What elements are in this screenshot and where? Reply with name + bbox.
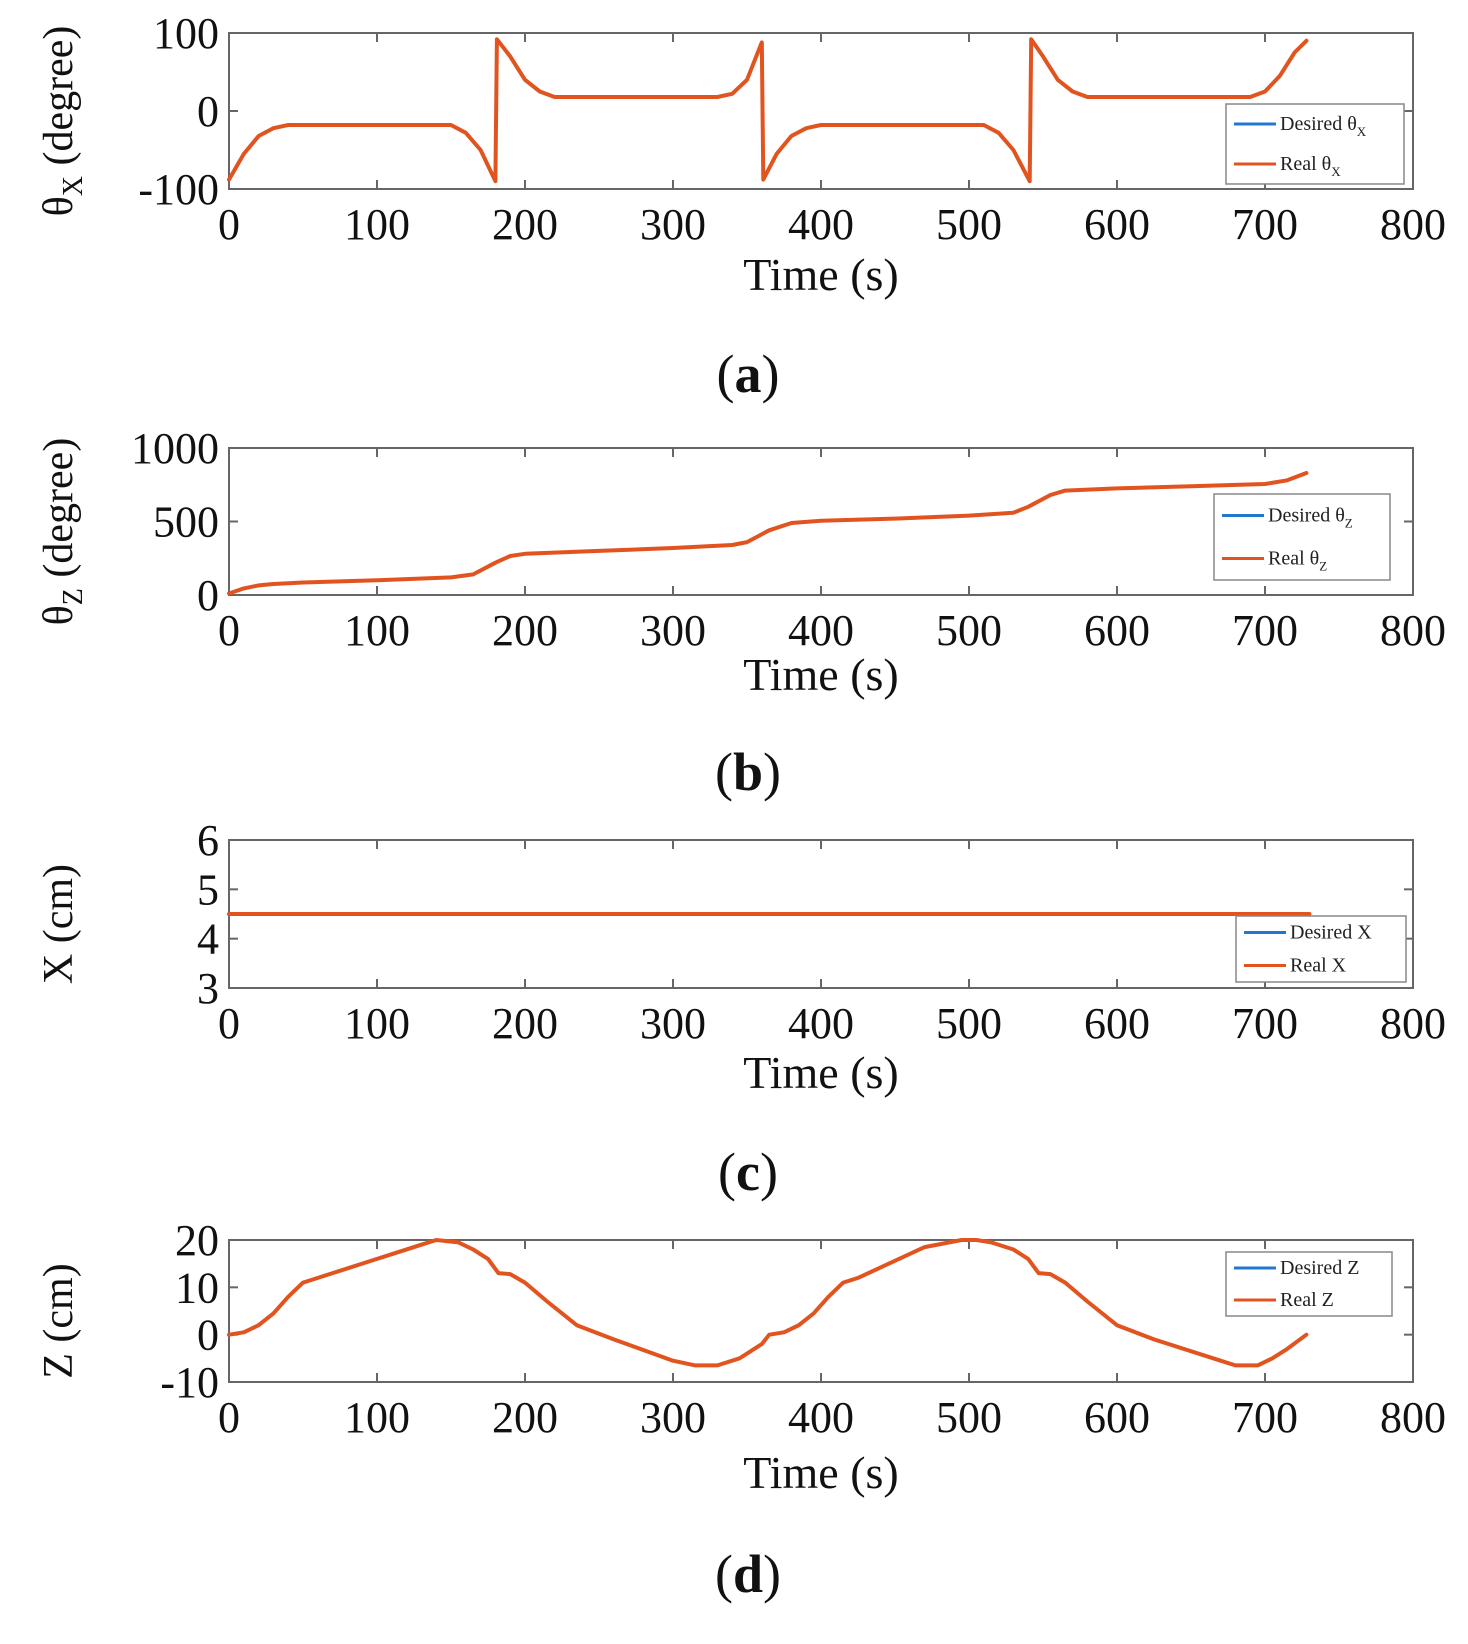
- legend-label: Real θZ: [1268, 548, 1327, 574]
- x-tick-label: 500: [936, 1393, 1002, 1442]
- x-axis-label: Time (s): [743, 249, 899, 300]
- x-tick-label: 200: [492, 200, 558, 249]
- x-tick-label: 100: [344, 1393, 410, 1442]
- y-tick-label: 0: [197, 87, 219, 136]
- y-tick-label: 4: [197, 915, 219, 964]
- x-tick-label: 200: [492, 606, 558, 655]
- x-tick-label: 600: [1084, 999, 1150, 1048]
- legend-label: Real X: [1290, 955, 1347, 977]
- panel-caption: (c): [718, 1142, 778, 1202]
- y-tick-label: 100: [153, 9, 219, 58]
- legend: Desired θZ Real θZ: [1213, 493, 1391, 581]
- y-tick-label: 500: [153, 498, 219, 547]
- series-line-real: [227, 1238, 1309, 1368]
- x-tick-label: 200: [492, 999, 558, 1048]
- x-tick-label: 700: [1232, 999, 1298, 1048]
- legend-label: Desired X: [1290, 922, 1372, 944]
- legend-label: Desired θZ: [1268, 505, 1353, 531]
- x-tick-label: 300: [640, 1393, 706, 1442]
- x-tick-label: 800: [1380, 606, 1446, 655]
- chart-panel-b: 0 100 200 300 400 500 600 700 800 0 500 1000 Time (s…: [36, 424, 1446, 802]
- series-line-real: [227, 37, 1309, 184]
- x-tick-label: 800: [1380, 200, 1446, 249]
- x-tick-label: 100: [344, 200, 410, 249]
- panel-caption: (d): [715, 1544, 781, 1604]
- x-axis-label: Time (s): [743, 1447, 899, 1498]
- y-tick-label: 0: [197, 571, 219, 620]
- y-tick-label: 10: [175, 1263, 219, 1312]
- x-tick-label: 400: [788, 1393, 854, 1442]
- x-tick-label: 500: [936, 200, 1002, 249]
- legend: Desired Z Real Z: [1225, 1251, 1393, 1317]
- y-tick-label: 0: [197, 1311, 219, 1360]
- y-axis-label: X (cm): [36, 864, 82, 984]
- x-axis-label: Time (s): [743, 649, 899, 700]
- y-tick-label: 6: [197, 816, 219, 865]
- legend: Desired X Real X: [1235, 915, 1407, 983]
- x-tick-label: 100: [344, 606, 410, 655]
- x-tick-label: 300: [640, 606, 706, 655]
- x-tick-label: 100: [344, 999, 410, 1048]
- legend-box: [1225, 1251, 1393, 1317]
- y-tick-label: 5: [197, 865, 219, 914]
- x-tick-label: 200: [492, 1393, 558, 1442]
- y-axis-label: θX (degree): [36, 26, 89, 217]
- legend-label: Real Z: [1280, 1289, 1334, 1311]
- x-tick-label: 700: [1232, 606, 1298, 655]
- x-tick-label: 800: [1380, 999, 1446, 1048]
- x-tick-label: 400: [788, 200, 854, 249]
- x-tick-label: 400: [788, 606, 854, 655]
- x-tick-label: 700: [1232, 200, 1298, 249]
- x-tick-label: 500: [936, 606, 1002, 655]
- x-tick-label: 0: [218, 1393, 240, 1442]
- x-tick-label: 800: [1380, 1393, 1446, 1442]
- x-tick-label: 700: [1232, 1393, 1298, 1442]
- x-tick-label: 600: [1084, 1393, 1150, 1442]
- x-tick-label: 300: [640, 999, 706, 1048]
- x-tick-label: 0: [218, 999, 240, 1048]
- x-tick-label: 0: [218, 606, 240, 655]
- series-line-real: [227, 471, 1309, 596]
- x-tick-label: 300: [640, 200, 706, 249]
- legend: Desired θX Real θX: [1225, 103, 1405, 185]
- legend-label: Desired Z: [1280, 1257, 1359, 1279]
- legend-box: [1225, 103, 1405, 185]
- y-axis-label: Z (cm): [36, 1263, 82, 1378]
- x-tick-label: 600: [1084, 200, 1150, 249]
- panel-caption: (b): [715, 742, 781, 802]
- legend-label: Desired θX: [1280, 113, 1367, 139]
- y-tick-label: -10: [160, 1358, 219, 1407]
- y-tick-label: 3: [197, 964, 219, 1013]
- x-tick-label: 0: [218, 200, 240, 249]
- legend-label: Real θX: [1280, 153, 1341, 179]
- panel-caption: (a): [717, 344, 780, 404]
- plot-frame: [228, 32, 1414, 190]
- y-tick-label: 20: [175, 1216, 219, 1265]
- y-axis-label: θZ (degree): [36, 438, 89, 626]
- x-tick-label: 400: [788, 999, 854, 1048]
- legend-box: [1213, 493, 1391, 581]
- x-axis-label: Time (s): [743, 1047, 899, 1098]
- x-tick-label: 500: [936, 999, 1002, 1048]
- legend-box: [1235, 915, 1407, 983]
- x-tick-label: 600: [1084, 606, 1150, 655]
- y-tick-label: -100: [138, 165, 219, 214]
- y-tick-label: 1000: [131, 424, 219, 473]
